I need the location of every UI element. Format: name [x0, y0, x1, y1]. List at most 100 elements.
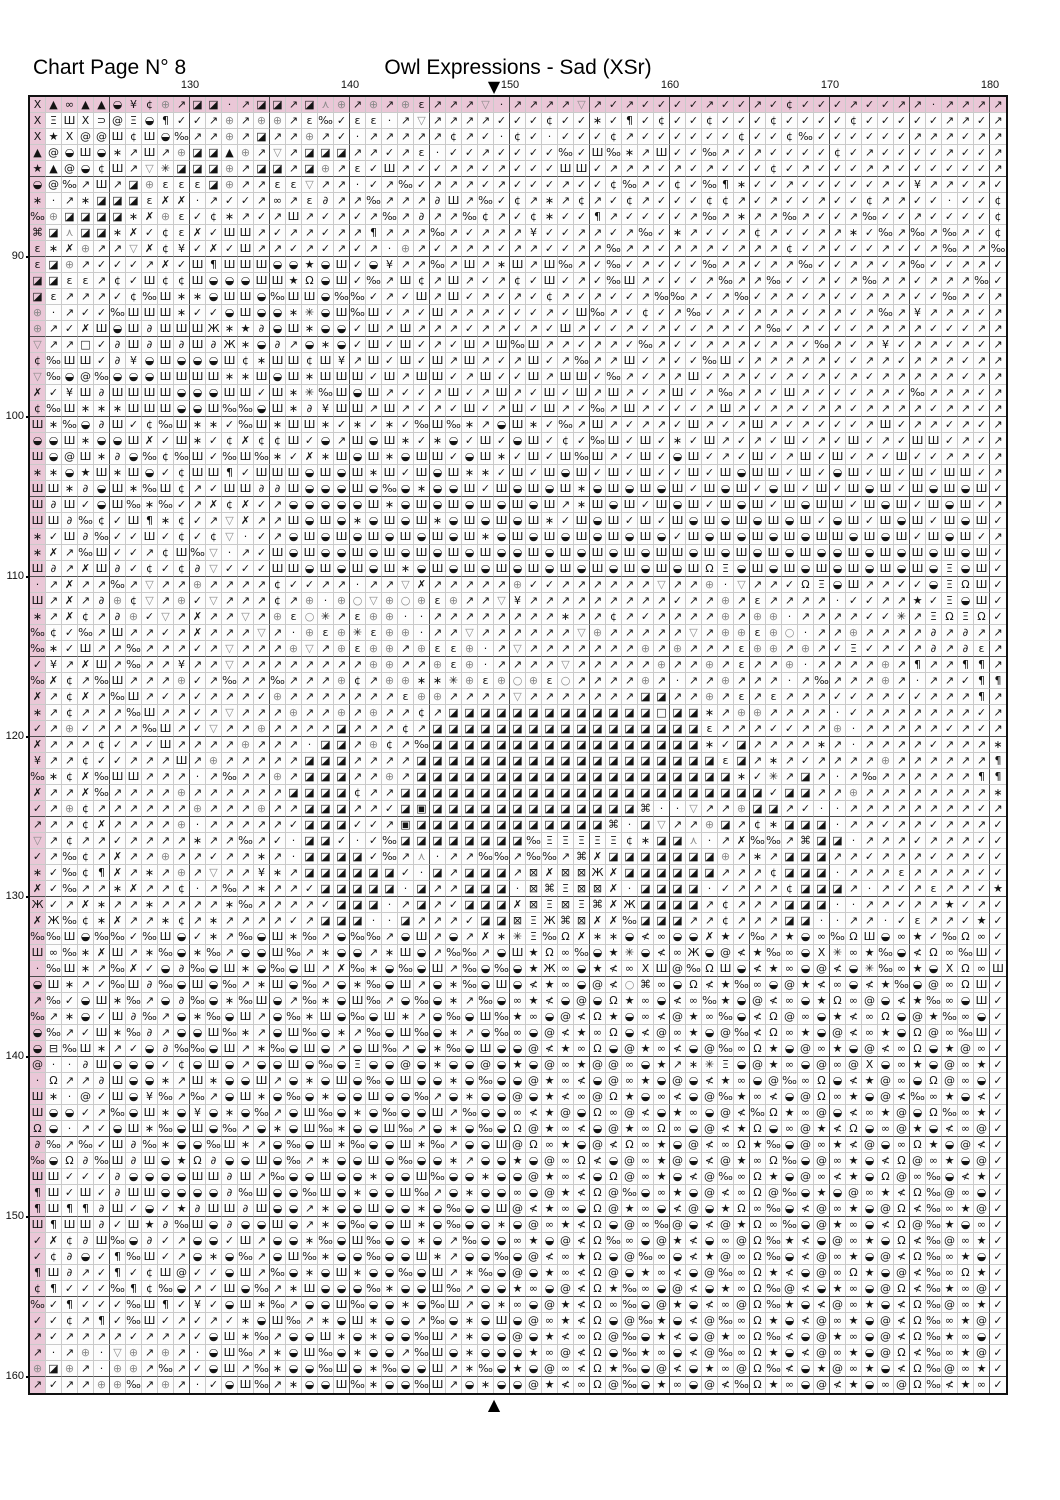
stitch-symbol-arrow-ne: ↗ — [798, 721, 814, 737]
stitch-symbol-arrow-ne: ↗ — [398, 369, 414, 385]
stitch-symbol-circle-half: ◒ — [958, 481, 974, 497]
stitch-symbol-circle-half: ◒ — [830, 1105, 846, 1121]
stitch-symbol-check: ✓ — [718, 97, 734, 113]
stitch-symbol-half-square: ◪ — [302, 801, 318, 817]
stitch-symbol-at: @ — [846, 1185, 862, 1201]
stitch-symbol-xi: Ξ — [942, 577, 958, 593]
stitch-symbol-dot: · — [830, 769, 846, 785]
stitch-symbol-infinity: ∞ — [734, 1345, 750, 1361]
stitch-symbol-sha: Ш — [926, 529, 942, 545]
stitch-symbol-arrow-ne: ↗ — [894, 193, 910, 209]
stitch-symbol-dot: · — [398, 881, 414, 897]
stitch-symbol-permille: ‰ — [654, 289, 670, 305]
stitch-symbol-circle-half: ◒ — [318, 1281, 334, 1297]
stitch-symbol-permille: ‰ — [62, 913, 78, 929]
stitch-symbol-half-square: ◪ — [542, 705, 558, 721]
stitch-symbol-star: ★ — [622, 993, 638, 1009]
stitch-symbol-arrow-ne: ↗ — [558, 337, 574, 353]
stitch-symbol-half-square: ◪ — [510, 801, 526, 817]
stitch-symbol-sha: Ш — [494, 513, 510, 529]
stitch-symbol-circle-half: ◒ — [462, 1201, 478, 1217]
chart-row: Ш ∗ ‰ ◒ ∂ Ш ✓ ¢ ‰ Ш ∗ ∗ ✓ ‰ Ш ∗ Ш Ш ∗ ✓ ∗ ✓ ∗ ✓ ‰ Ш ‰ ∗ ↗ ◒ Ш ∗ ✓ ‰ ↗ Ш ↗ ✓ ↗ ↗… — [30, 417, 1006, 433]
chart-row: ◒ @ ‰ ↗ Ш ↗ ◪ ⊕ ε ε ε ◪ ⊕ ↗ ↗ ε ε ▽ ↗ ↗ · ✓ ↗ ‰ ✓ ↗ ↗ ↗ ✓ ↗ ✓ ✓ ✓ ↗ ✓ ✓ ¢ ‰ ↗ ✓… — [30, 177, 1006, 193]
stitch-symbol-check: ✓ — [606, 225, 622, 241]
stitch-symbol-arrow-ne: ↗ — [446, 689, 462, 705]
stitch-symbol-check: ✓ — [990, 929, 1006, 945]
stitch-symbol-circle-half: ◒ — [270, 993, 286, 1009]
stitch-symbol-check: ✓ — [702, 449, 718, 465]
stitch-symbol-at: @ — [62, 161, 78, 177]
stitch-symbol-at: @ — [526, 1249, 542, 1265]
stitch-symbol-circle-half: ◒ — [574, 1201, 590, 1217]
stitch-symbol-arrow-ne: ↗ — [254, 145, 270, 161]
stitch-symbol-arrow-ne: ↗ — [702, 673, 718, 689]
stitch-symbol-arrow-ne: ↗ — [350, 689, 366, 705]
stitch-symbol-arrow-ne: ↗ — [878, 737, 894, 753]
stitch-symbol-arrow-ne: ↗ — [190, 849, 206, 865]
stitch-symbol-sha: Ш — [270, 545, 286, 561]
stitch-symbol-sha: Ш — [286, 369, 302, 385]
stitch-symbol-sha: Ш — [558, 481, 574, 497]
stitch-symbol-sha: Ш — [526, 561, 542, 577]
stitch-symbol-asterisk-low: ∗ — [350, 977, 366, 993]
stitch-symbol-not-less: ≮ — [894, 1249, 910, 1265]
stitch-symbol-half-square: ◪ — [638, 881, 654, 897]
stitch-symbol-pilcrow: ¶ — [910, 657, 926, 673]
stitch-symbol-sha: Ш — [478, 369, 494, 385]
stitch-symbol-star: ★ — [638, 1041, 654, 1057]
stitch-symbol-permille: ‰ — [414, 1329, 430, 1345]
stitch-symbol-circle-half: ◒ — [862, 561, 878, 577]
stitch-symbol-at: @ — [478, 1057, 494, 1073]
stitch-symbol-arrow-ne: ↗ — [94, 881, 110, 897]
chart-row: ⌘ ◪ ⋏ ◪ ◪ ∗ ✗ ✓ ¢ ε ✗ ✓ Ш Ш ↗ ✓ ↗ ↗ ✓ ↗ ↗ ¶ ↗ ↗ ↗ ‰ ↗ ✓ ↗ ↗ ↗ ¥ ✓ ✓ ↗ ↗ ✓ ↗ ‰ ✓… — [30, 225, 1006, 241]
stitch-symbol-circle-half: ◒ — [190, 401, 206, 417]
stitch-symbol-ballot-x: ✗ — [126, 225, 142, 241]
stitch-symbol-half-square: ◪ — [430, 865, 446, 881]
stitch-symbol-half-square: ◪ — [334, 801, 350, 817]
stitch-symbol-sha: Ш — [78, 353, 94, 369]
stitch-symbol-permille: ‰ — [110, 305, 126, 321]
stitch-symbol-partial: ∂ — [270, 337, 286, 353]
stitch-symbol-pilcrow: ¶ — [110, 1249, 126, 1265]
stitch-symbol-circle-half: ◒ — [478, 1313, 494, 1329]
stitch-symbol-check: ✓ — [686, 113, 702, 129]
stitch-symbol-arrow-ne: ↗ — [590, 385, 606, 401]
stitch-symbol-arrow-ne: ↗ — [494, 321, 510, 337]
stitch-symbol-arrow-ne: ↗ — [446, 97, 462, 113]
stitch-symbol-check: ✓ — [558, 129, 574, 145]
stitch-symbol-infinity: ∞ — [798, 1105, 814, 1121]
stitch-symbol-star: ★ — [814, 1361, 830, 1377]
stitch-symbol-infinity: ∞ — [638, 1009, 654, 1025]
stitch-symbol-crosshair: ⊕ — [158, 1345, 174, 1361]
stitch-symbol-arrow-ne: ↗ — [254, 897, 270, 913]
stitch-symbol-arrow-ne: ↗ — [462, 849, 478, 865]
stitch-symbol-circle-half: ◒ — [190, 1185, 206, 1201]
stitch-symbol-arrow-ne: ↗ — [846, 273, 862, 289]
stitch-symbol-asterisk-low: ∗ — [206, 1073, 222, 1089]
stitch-symbol-sha: Ш — [430, 449, 446, 465]
stitch-symbol-arrow-ne: ↗ — [270, 513, 286, 529]
stitch-symbol-star: ★ — [622, 1121, 638, 1137]
stitch-symbol-sha: Ш — [526, 513, 542, 529]
stitch-symbol-arrow-ne: ↗ — [222, 737, 238, 753]
stitch-symbol-circle-half: ◒ — [126, 1169, 142, 1185]
stitch-symbol-sha: Ш — [174, 417, 190, 433]
stitch-symbol-yen: ¥ — [254, 865, 270, 881]
stitch-symbol-letter-x: X — [78, 113, 94, 129]
stitch-symbol-arrow-ne: ↗ — [654, 417, 670, 433]
stitch-symbol-permille: ‰ — [158, 1121, 174, 1137]
stitch-symbol-half-square: ◪ — [510, 817, 526, 833]
stitch-symbol-infinity: ∞ — [670, 945, 686, 961]
stitch-symbol-not-less: ≮ — [766, 993, 782, 1009]
row-number-label: 160 — [5, 1370, 24, 1382]
stitch-symbol-omega: Ω — [622, 1137, 638, 1153]
stitch-symbol-half-square: ◪ — [782, 897, 798, 913]
stitch-symbol-check: ✓ — [830, 113, 846, 129]
stitch-symbol-arrow-ne: ↗ — [94, 577, 110, 593]
stitch-symbol-asterisk-low: ∗ — [222, 321, 238, 337]
stitch-symbol-asterisk-low: ∗ — [110, 465, 126, 481]
stitch-symbol-arrow-ne: ↗ — [254, 769, 270, 785]
stitch-symbol-asterisk-low: ∗ — [254, 1041, 270, 1057]
stitch-symbol-sha: Ш — [334, 257, 350, 273]
stitch-symbol-arrow-ne: ↗ — [222, 817, 238, 833]
